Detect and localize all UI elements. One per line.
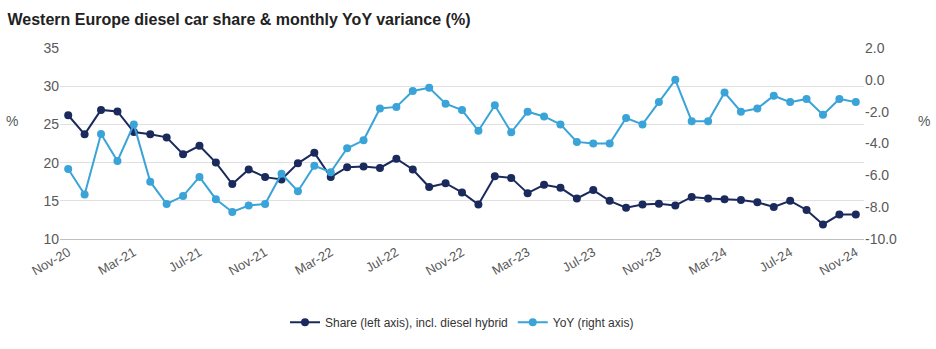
svg-text:0.0: 0.0 — [865, 72, 885, 88]
svg-text:20: 20 — [43, 155, 59, 171]
svg-text:Share (left axis), incl. diese: Share (left axis), incl. diesel hybrid — [325, 316, 508, 330]
svg-text:15: 15 — [43, 193, 59, 209]
svg-text:Jul-22: Jul-22 — [363, 244, 401, 275]
svg-text:-4.0: -4.0 — [865, 135, 889, 151]
svg-text:%: % — [918, 113, 930, 129]
svg-text:35: 35 — [43, 40, 59, 56]
svg-text:Mar-23: Mar-23 — [489, 244, 532, 278]
svg-text:Jul-21: Jul-21 — [166, 244, 204, 275]
svg-text:Nov-20: Nov-20 — [29, 244, 73, 278]
svg-text:%: % — [6, 113, 18, 129]
svg-text:2.0: 2.0 — [865, 40, 885, 56]
svg-text:Nov-23: Nov-23 — [620, 244, 664, 278]
svg-text:Jul-23: Jul-23 — [560, 244, 598, 275]
svg-text:Mar-21: Mar-21 — [95, 244, 138, 278]
svg-text:-10.0: -10.0 — [865, 231, 897, 247]
svg-text:30: 30 — [43, 78, 59, 94]
svg-text:Mar-24: Mar-24 — [686, 244, 729, 278]
svg-text:-6.0: -6.0 — [865, 167, 889, 183]
svg-text:Jul-24: Jul-24 — [757, 244, 795, 275]
svg-text:Western Europe diesel car shar: Western Europe diesel car share & monthl… — [7, 11, 470, 28]
svg-text:Mar-22: Mar-22 — [292, 244, 335, 278]
svg-text:10: 10 — [43, 231, 59, 247]
svg-text:-8.0: -8.0 — [865, 199, 889, 215]
svg-text:Nov-22: Nov-22 — [423, 244, 467, 278]
svg-text:25: 25 — [43, 116, 59, 132]
svg-text:YoY (right axis): YoY (right axis) — [553, 316, 634, 330]
svg-text:-2.0: -2.0 — [865, 104, 889, 120]
svg-text:Nov-21: Nov-21 — [226, 244, 270, 278]
svg-text:Nov-24: Nov-24 — [817, 244, 861, 278]
